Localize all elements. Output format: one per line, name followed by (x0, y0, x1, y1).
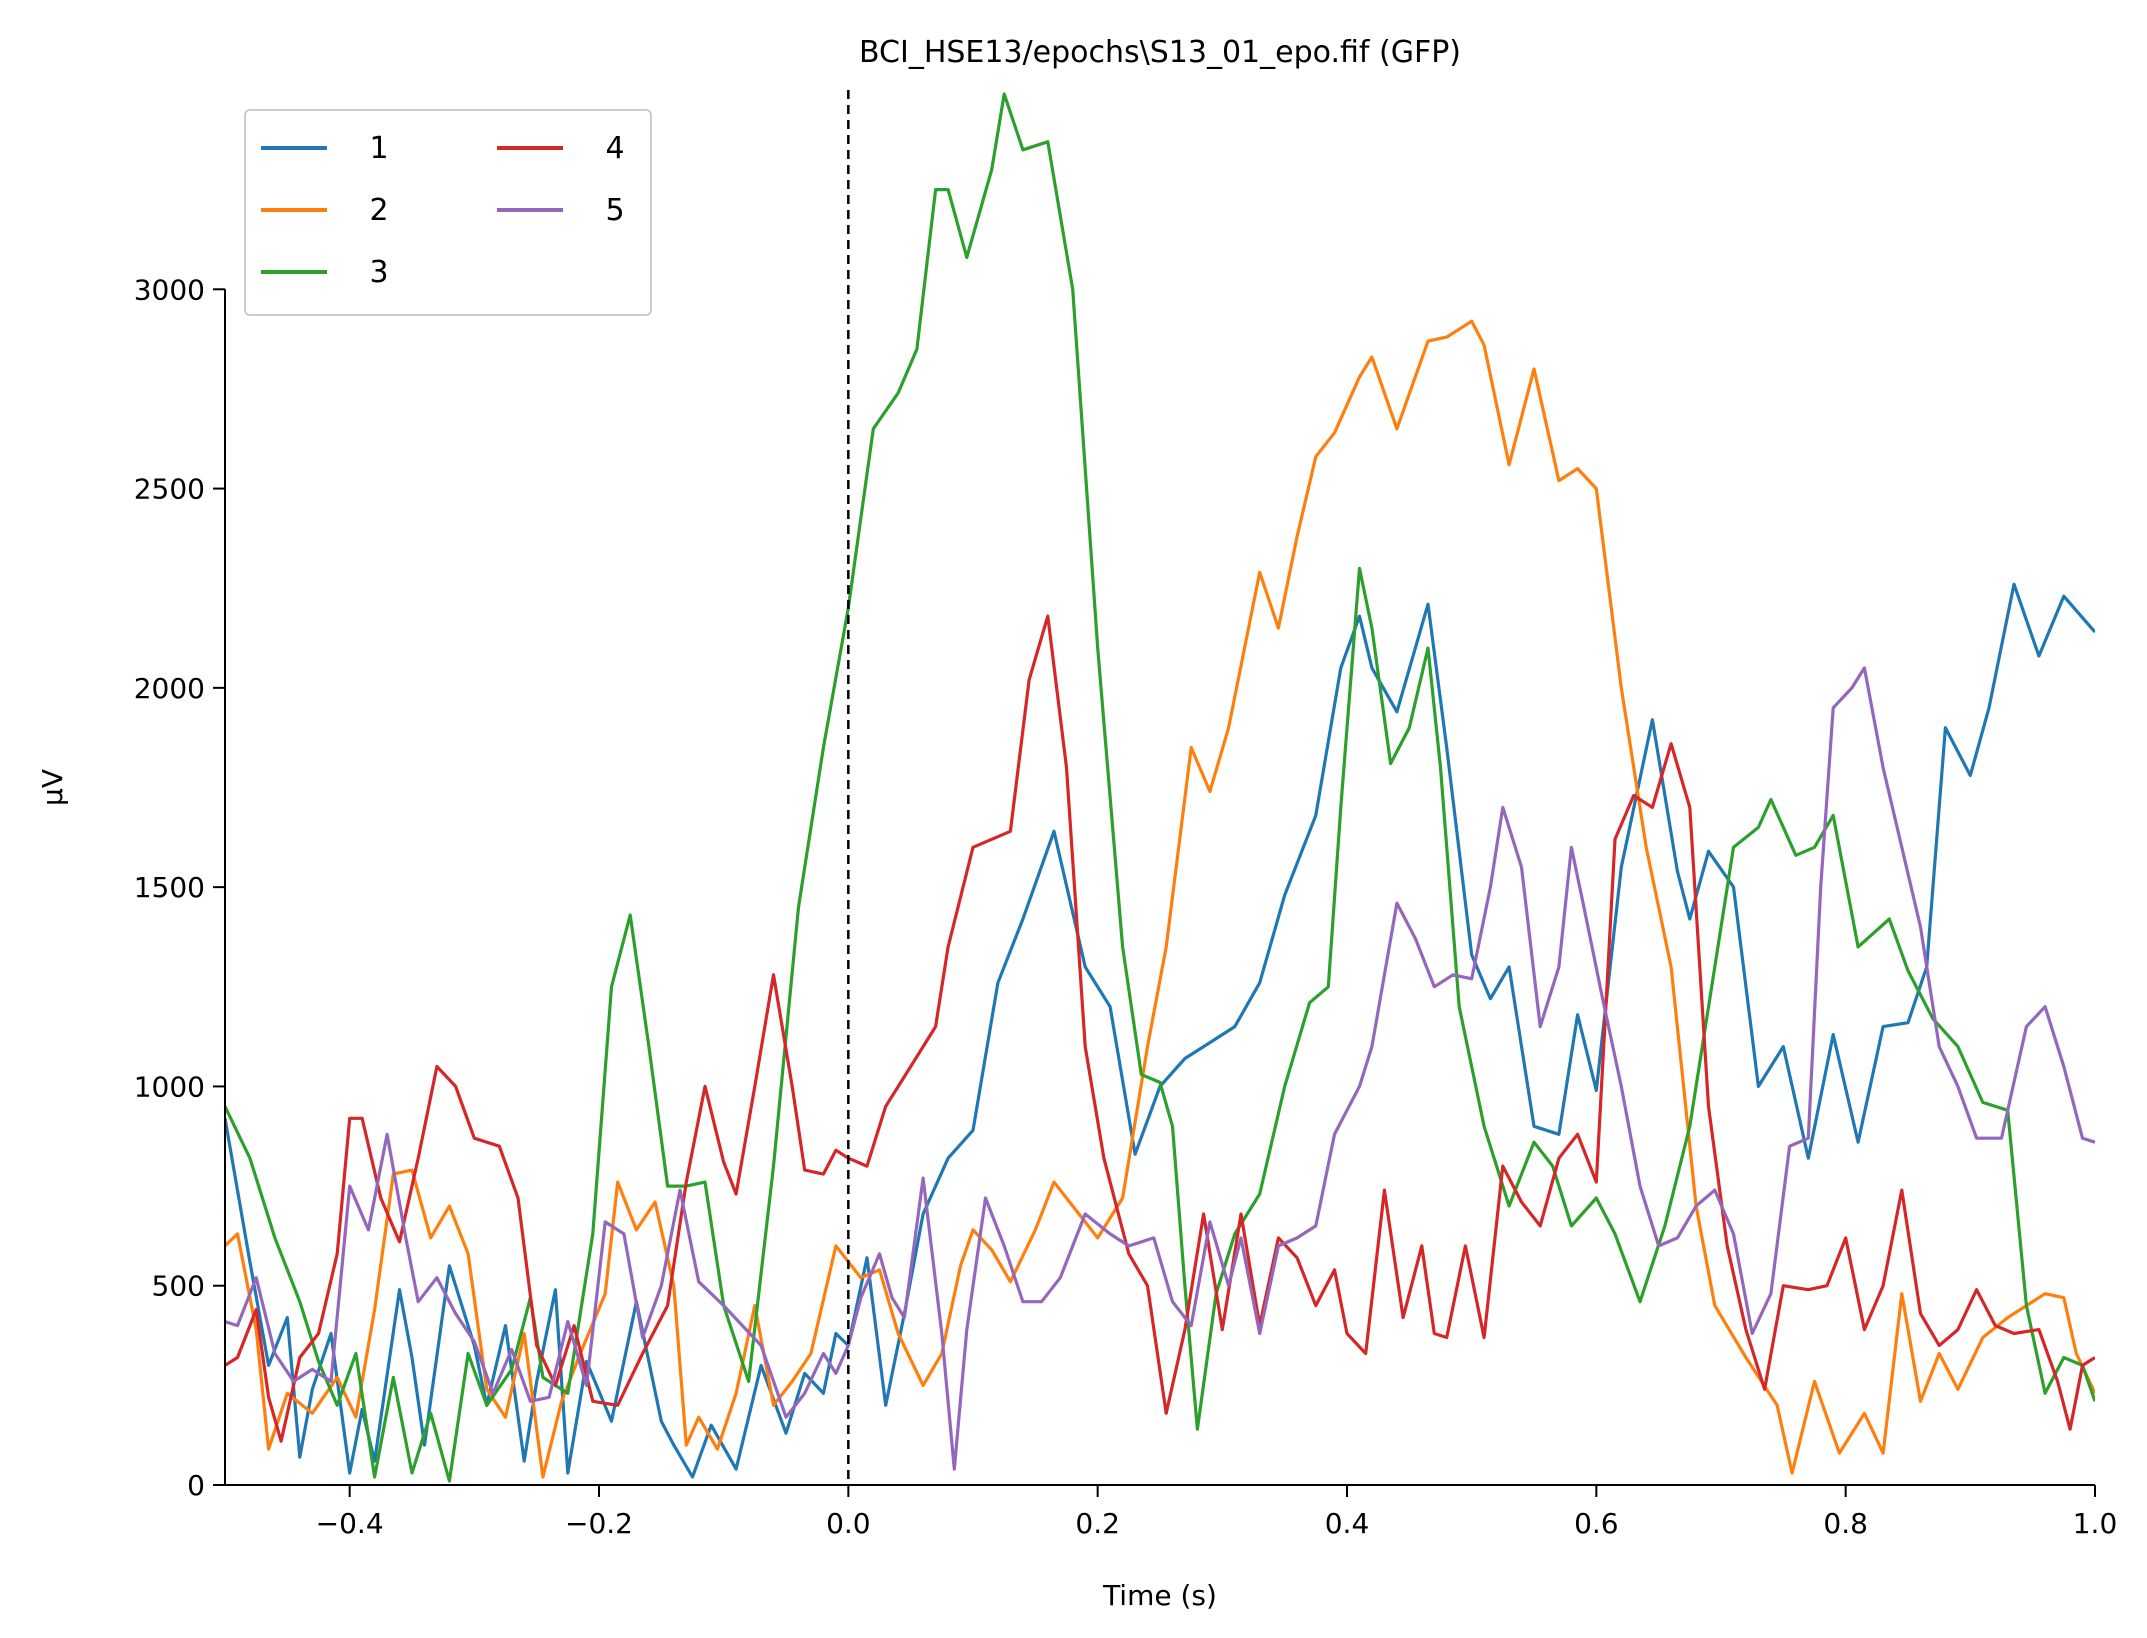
x-axis-label: Time (s) (1102, 1579, 1217, 1612)
legend-label-3: 3 (369, 255, 388, 290)
x-tick-label: −0.2 (565, 1507, 633, 1540)
series-line-1 (225, 582, 2095, 1479)
x-tick-label: 0.6 (1574, 1507, 1619, 1540)
y-tick-label: 500 (152, 1270, 205, 1303)
x-tick-label: 1.0 (2073, 1507, 2118, 1540)
y-tick-label: 2500 (134, 473, 205, 506)
x-tick-label: 0.8 (1823, 1507, 1868, 1540)
y-tick-label: 1500 (134, 871, 205, 904)
chart-title: BCI_HSE13/epochs\S13_01_epo.fif (GFP) (859, 35, 1461, 70)
series-line-4 (225, 614, 2095, 1443)
legend-label-2: 2 (369, 193, 388, 228)
legend-label-1: 1 (369, 131, 388, 166)
series-line-5 (225, 666, 2095, 1471)
series-line-2 (225, 319, 2095, 1479)
series-layer (225, 92, 2095, 1483)
x-tick-label: 0.4 (1325, 1507, 1370, 1540)
y-tick-label: 0 (187, 1469, 205, 1502)
x-tick-label: 0.2 (1075, 1507, 1120, 1540)
legend-label-5: 5 (605, 193, 624, 228)
y-tick-label: 3000 (134, 273, 205, 306)
y-axis-label: µV (36, 769, 69, 806)
y-tick-label: 1000 (134, 1070, 205, 1103)
legend-box (244, 109, 652, 316)
y-tick-label: 2000 (134, 672, 205, 705)
legend: 1 2 3 4 5 (244, 109, 652, 316)
legend-label-4: 4 (605, 131, 624, 166)
axes-layer: −0.4 −0.2 0.0 0.2 0.4 0.6 0.8 1.0 0 500 1000 1500 20… (134, 90, 2118, 1540)
x-tick-label: −0.4 (316, 1507, 384, 1540)
x-tick-label: 0.0 (826, 1507, 871, 1540)
